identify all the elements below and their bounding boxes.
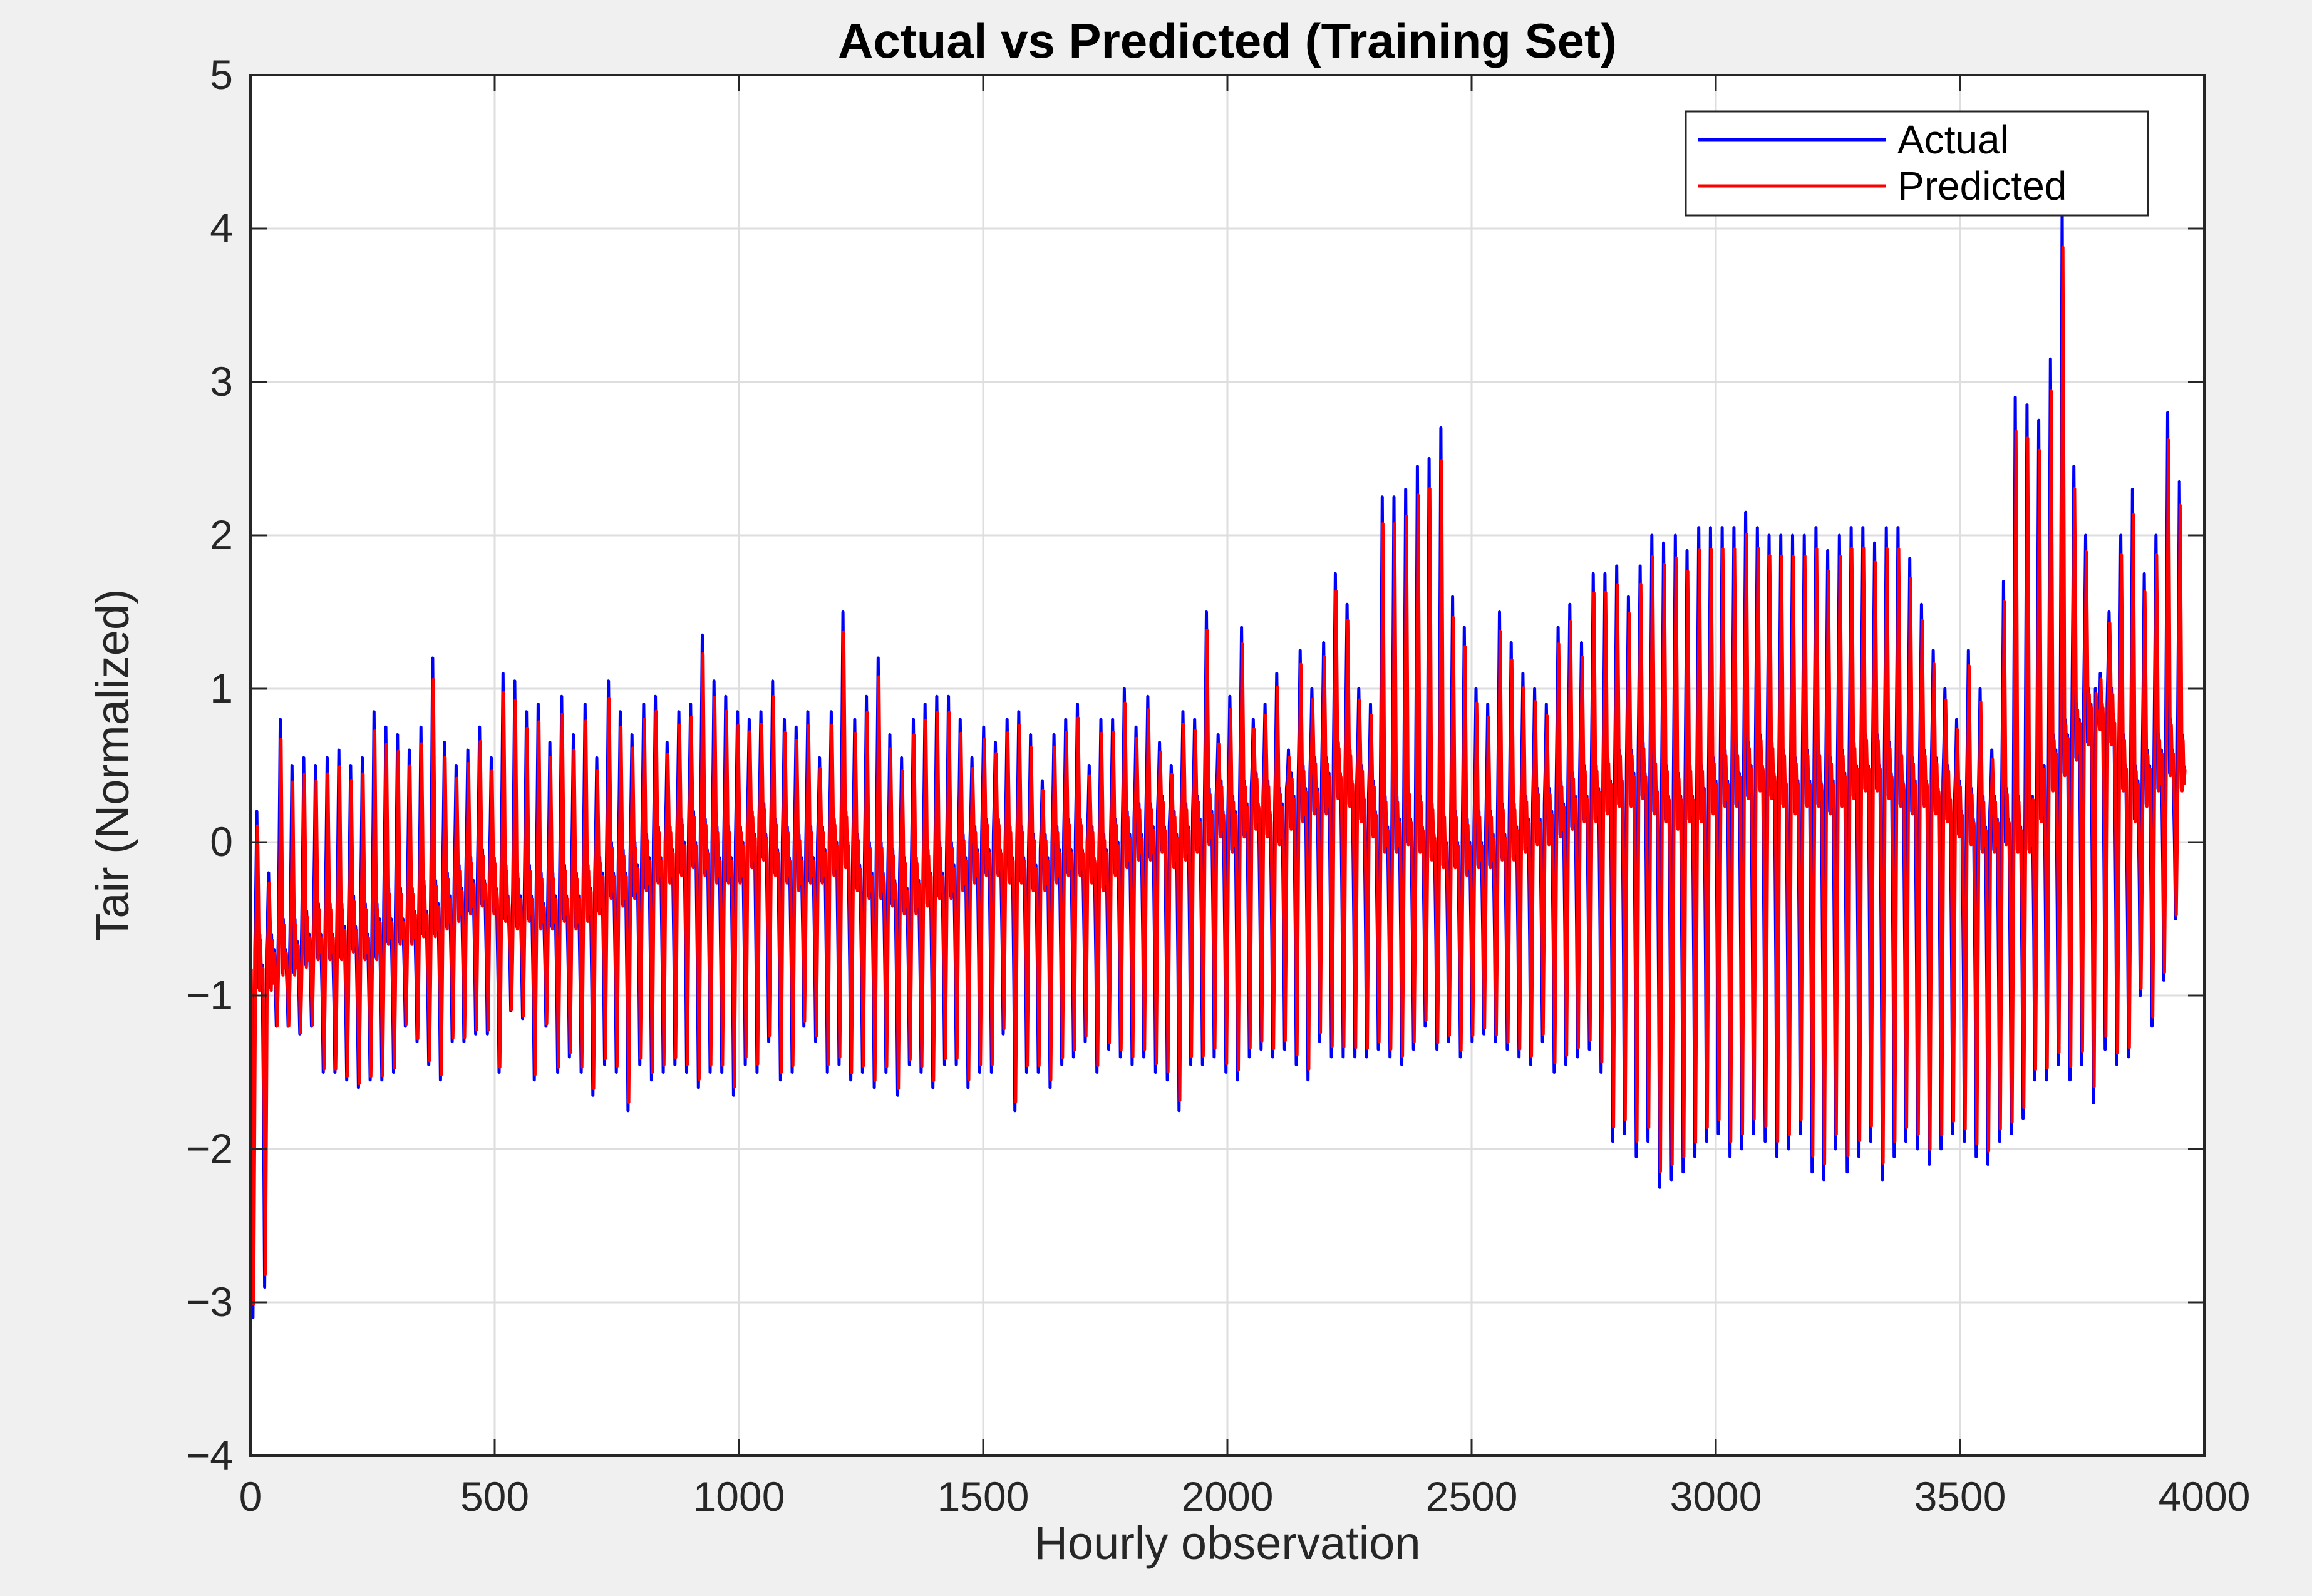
x-tick-label: 2000 [1182,1473,1274,1520]
x-tick-label: 1500 [937,1473,1030,1520]
y-tick-label: −3 [186,1279,233,1325]
y-tick-label: 1 [210,665,233,711]
legend-box [1685,110,2149,217]
y-tick-label: −2 [186,1125,233,1171]
y-tick-label: −4 [186,1432,233,1478]
x-tick-label: 4000 [2159,1473,2251,1520]
legend-label-actual: Actual [1897,117,2009,162]
x-tick-label: 1000 [693,1473,785,1520]
x-axis-title: Hourly observation [1035,1517,1421,1569]
series-predicted-line [249,245,2187,1305]
y-tick-labels: −4 −3 −2 −1 0 1 2 3 4 5 [186,51,233,1478]
x-tick-labels: 0 500 1000 1500 2000 2500 3000 3500 4000 [239,1473,2251,1520]
y-tick-label: 2 [210,512,233,558]
legend: Actual Predicted [1685,110,2149,217]
legend-label-predicted: Predicted [1897,163,2067,209]
axis-ticks [249,74,2206,1457]
y-tick-label: 3 [210,358,233,404]
chart-title: Actual vs Predicted (Training Set) [838,13,1617,68]
x-tick-label: 0 [239,1473,262,1520]
x-tick-label: 3000 [1670,1473,1762,1520]
y-axis-title: Tair (Normalized) [86,589,138,941]
y-tick-label: 5 [210,51,233,98]
series-lines [249,203,2187,1319]
x-tick-label: 3500 [1914,1473,2006,1520]
x-tick-label: 500 [460,1473,529,1520]
series-actual-line [249,203,2186,1319]
y-tick-label: 0 [210,818,233,865]
x-tick-label: 2500 [1426,1473,1518,1520]
y-tick-label: 4 [210,205,233,251]
y-tick-label: −1 [186,972,233,1018]
